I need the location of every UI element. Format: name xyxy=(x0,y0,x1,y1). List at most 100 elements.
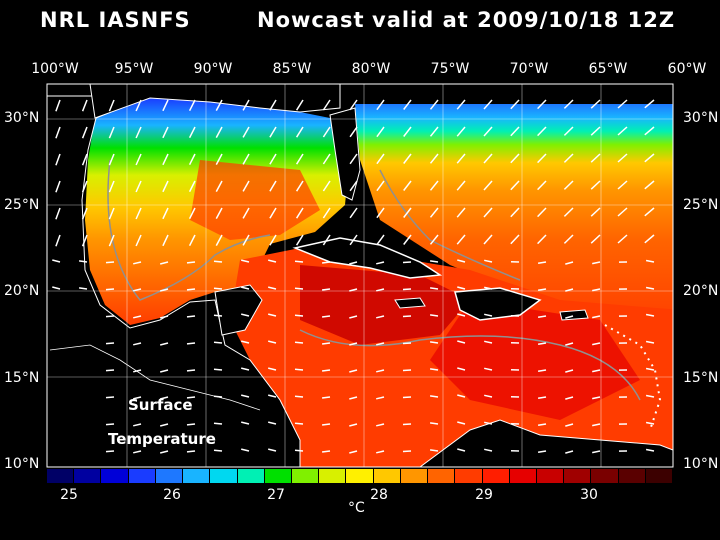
wind-arrow xyxy=(457,394,466,398)
wind-arrow xyxy=(590,99,601,109)
wind-arrow xyxy=(55,180,61,193)
wind-arrow xyxy=(269,99,277,111)
wind-arrow xyxy=(322,288,331,291)
wind-arrow xyxy=(135,99,142,112)
wind-arrow xyxy=(376,369,385,373)
wind-arrow xyxy=(55,207,61,220)
wind-arrow xyxy=(55,234,61,247)
lon-label: 100°W xyxy=(31,61,79,77)
colorbar-swatch xyxy=(455,469,483,483)
wind-arrow xyxy=(376,234,385,246)
wind-arrow xyxy=(160,423,169,427)
wind-arrow xyxy=(213,422,223,425)
wind-arrow xyxy=(457,313,466,317)
wind-arrow xyxy=(269,207,277,219)
colorbar-swatch xyxy=(645,469,674,483)
wind-arrow xyxy=(133,288,142,292)
wind-arrow xyxy=(81,207,88,220)
wind-arrow xyxy=(590,153,601,163)
wind-arrow xyxy=(537,234,547,245)
wind-arrow xyxy=(644,207,655,217)
wind-arrow xyxy=(269,180,277,192)
wind-arrow xyxy=(645,259,655,263)
wind-arrow xyxy=(52,286,61,290)
wind-arrow xyxy=(241,448,250,452)
wind-arrow xyxy=(294,260,304,263)
wind-arrow xyxy=(133,369,142,373)
wind-arrow xyxy=(617,207,628,217)
lon-label: 85°W xyxy=(272,61,312,77)
wind-arrow xyxy=(241,367,250,371)
colorbar-tick-label: 26 xyxy=(163,487,181,503)
wind-arrow xyxy=(402,450,412,453)
wind-arrow xyxy=(241,421,250,425)
wind-arrow xyxy=(644,234,655,244)
wind-arrow xyxy=(294,449,304,452)
wind-arrow xyxy=(294,341,304,344)
colorbar-swatch xyxy=(101,469,129,483)
wind-arrow xyxy=(215,207,223,219)
wind-arrow xyxy=(188,207,196,220)
model-title: NRL IASNFS xyxy=(40,8,191,32)
colorbar-swatch xyxy=(237,469,265,483)
wind-arrow xyxy=(108,180,115,193)
south-america xyxy=(419,419,673,467)
lat-label-right: 10°N xyxy=(683,456,719,472)
wind-arrow xyxy=(105,396,115,399)
wind-arrow xyxy=(322,450,331,453)
wind-arrow xyxy=(268,259,277,263)
product-type: Nowcast xyxy=(257,8,365,32)
wind-arrow xyxy=(294,368,304,371)
wind-arrow xyxy=(376,396,385,400)
wind-arrow xyxy=(456,153,466,164)
wind-arrow xyxy=(186,369,196,372)
wind-arrow xyxy=(215,180,223,192)
wind-arrow xyxy=(402,288,412,291)
wind-arrow xyxy=(105,315,115,318)
jamaica xyxy=(394,297,426,309)
wind-arrow xyxy=(268,313,277,317)
wind-arrow xyxy=(241,340,250,344)
wind-arrow xyxy=(537,423,547,427)
wind-arrow xyxy=(294,395,304,398)
overlay-line1: Surface xyxy=(128,396,193,414)
wind-arrow xyxy=(563,99,574,109)
wind-arrow xyxy=(349,315,358,319)
wind-arrow xyxy=(108,126,115,139)
wind-arrow xyxy=(537,99,547,110)
wind-arrow xyxy=(160,342,169,346)
wind-arrow xyxy=(483,180,493,191)
lat-label-left: 15°N xyxy=(4,370,40,386)
us-gulf-coast xyxy=(89,84,341,119)
wind-arrow xyxy=(242,207,250,219)
wind-arrow xyxy=(590,207,601,217)
loop-current xyxy=(190,160,320,240)
wind-arrow xyxy=(429,287,439,290)
wind-arrow xyxy=(402,369,412,372)
wind-arrow xyxy=(268,367,277,371)
wind-arrow xyxy=(186,288,196,291)
wind-arrow xyxy=(563,126,574,136)
wind-arrow xyxy=(402,342,412,345)
lon-label: 65°W xyxy=(588,61,628,77)
wind-arrow xyxy=(213,260,223,263)
wind-arrow xyxy=(510,126,520,137)
lat-label-left: 20°N xyxy=(4,283,40,299)
wind-arrow xyxy=(484,286,493,290)
wind-arrow xyxy=(484,448,493,452)
wind-arrow xyxy=(429,449,439,452)
colorbar-swatch xyxy=(291,469,320,483)
wind-arrow xyxy=(188,234,196,247)
wind-arrow xyxy=(429,422,439,425)
wind-arrow xyxy=(322,369,331,372)
wind-arrow xyxy=(294,422,304,425)
wind-arrow xyxy=(592,315,601,319)
wind-arrow xyxy=(135,207,142,220)
wind-arrow xyxy=(162,234,169,247)
wind-arrow xyxy=(402,261,412,264)
colorbar-swatch xyxy=(128,469,156,483)
contour-caribbean xyxy=(299,329,641,401)
wind-arrow xyxy=(376,315,385,319)
wind-arrow xyxy=(617,153,628,163)
wind-arrow xyxy=(349,288,358,292)
